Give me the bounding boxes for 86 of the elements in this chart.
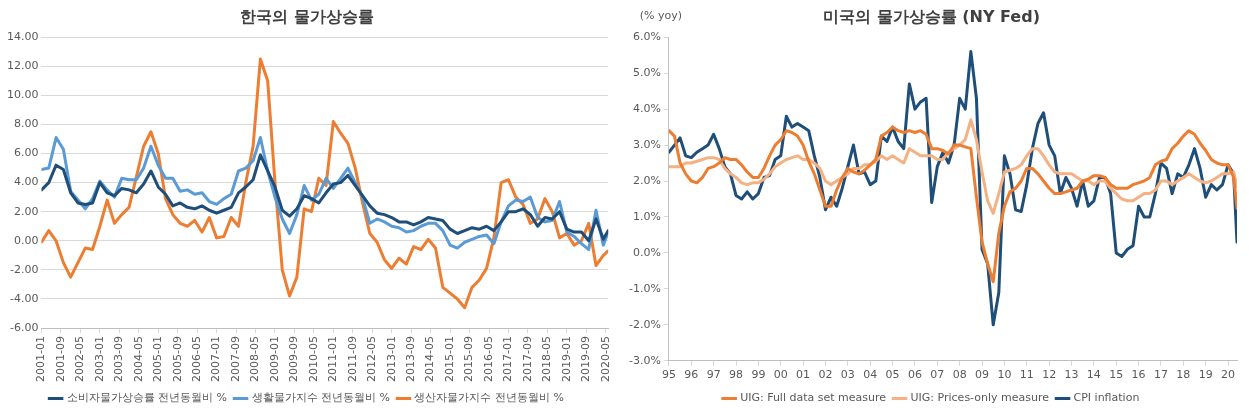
y-tick-label: 4.0% <box>632 101 661 115</box>
x-tick-label: 12 <box>1042 368 1057 382</box>
y-tick-label: 0.00 <box>13 233 39 247</box>
y-tick-label: -4.00 <box>10 291 39 305</box>
x-tick-label: 18 <box>1176 368 1191 382</box>
x-tick-label: 2009-09 <box>287 336 301 383</box>
x-tick-label: 2016-05 <box>481 336 495 383</box>
x-tick-label: 14 <box>1086 368 1101 382</box>
y-tick-label: -6.00 <box>10 320 39 334</box>
x-tick-label: 2011-01 <box>326 336 340 383</box>
y-tick-label: 6.0% <box>632 30 661 44</box>
x-tick-label: 2004-05 <box>131 336 145 383</box>
x-tick-label: 09 <box>975 368 990 382</box>
x-tick-label: 2017-01 <box>501 336 515 383</box>
x-tick-label: 13 <box>1064 368 1079 382</box>
x-tick-label: 15 <box>1109 368 1124 382</box>
x-tick-label: 2017-09 <box>520 336 534 383</box>
y-tick-label: -2.00 <box>10 262 39 276</box>
legend-label: CPI inflation <box>1073 391 1140 405</box>
x-tick-label: 11 <box>1019 368 1034 382</box>
x-tick-label: 19 <box>1198 368 1213 382</box>
x-tick-label: 2005-09 <box>170 336 184 383</box>
x-tick-label: 97 <box>706 368 721 382</box>
y-tick-label: 12.00 <box>6 59 39 73</box>
x-tick-label: 2015-01 <box>442 336 456 383</box>
chart-title: 미국의 물가상승률 (NY Fed) <box>823 6 1040 26</box>
x-tick-label: 2015-09 <box>462 336 476 383</box>
y-tick-label: 0.0% <box>632 245 661 259</box>
y-tick-label: 2.00 <box>13 204 39 218</box>
x-tick-label: 2009-01 <box>267 336 281 383</box>
x-tick-label: 06 <box>907 368 922 382</box>
y-axis-title: (% yoy) <box>639 9 683 23</box>
x-tick-label: 2019-09 <box>579 336 593 383</box>
x-tick-label: 02 <box>818 368 833 382</box>
y-tick-label: 14.00 <box>6 30 39 44</box>
legend-label: 소비자물가상승률 전년동월비 % <box>66 391 228 405</box>
x-tick-label: 03 <box>840 368 855 382</box>
legend-label: UIG: Prices-only measure <box>910 391 1050 405</box>
y-tick-label: 8.00 <box>13 117 39 131</box>
x-tick-label: 2019-01 <box>559 336 573 383</box>
y-tick-label: -3.0% <box>628 353 661 367</box>
y-tick-label: 3.0% <box>632 137 661 151</box>
x-tick-label: 16 <box>1131 368 1146 382</box>
x-tick-label: 96 <box>684 368 699 382</box>
chart-title: 한국의 물가상승률 <box>240 6 374 26</box>
x-tick-label: 2012-05 <box>365 336 379 383</box>
x-tick-label: 2007-01 <box>209 336 223 383</box>
x-tick-label: 2011-09 <box>345 336 359 383</box>
x-tick-label: 2006-05 <box>190 336 204 383</box>
x-tick-label: 17 <box>1153 368 1168 382</box>
y-tick-label: -2.0% <box>628 317 661 331</box>
x-tick-label: 2003-09 <box>112 336 126 383</box>
x-tick-label: 2010-05 <box>306 336 320 383</box>
x-tick-label: 08 <box>952 368 967 382</box>
x-tick-label: 05 <box>885 368 900 382</box>
x-tick-label: 2003-01 <box>92 336 106 383</box>
x-tick-label: 10 <box>997 368 1012 382</box>
x-tick-label: 00 <box>773 368 788 382</box>
x-tick-label: 2005-01 <box>151 336 165 383</box>
legend-label: 생활물가지수 전년동월비 % <box>251 391 390 405</box>
x-tick-label: 2002-05 <box>73 336 87 383</box>
x-tick-label: 2014-05 <box>423 336 437 383</box>
legend-label: 생산자물가지수 전년동월비 % <box>414 391 564 405</box>
x-tick-label: 2007-09 <box>228 336 242 383</box>
x-tick-label: 2001-09 <box>53 336 67 383</box>
y-tick-label: 10.00 <box>6 88 39 102</box>
y-tick-label: 2.0% <box>632 173 661 187</box>
x-tick-label: 2013-01 <box>384 336 398 383</box>
y-tick-label: 1.0% <box>632 209 661 223</box>
x-tick-label: 20 <box>1221 368 1236 382</box>
x-tick-label: 98 <box>729 368 744 382</box>
x-tick-label: 07 <box>930 368 945 382</box>
x-tick-label: 2020-05 <box>598 336 612 383</box>
y-tick-label: 5.0% <box>632 66 661 80</box>
y-tick-label: -1.0% <box>628 281 661 295</box>
x-tick-label: 2008-05 <box>248 336 262 383</box>
x-tick-label: 01 <box>796 368 811 382</box>
y-tick-label: 6.00 <box>13 146 39 160</box>
x-tick-label: 04 <box>863 368 878 382</box>
x-tick-label: 2018-05 <box>540 336 554 383</box>
legend-label: UIG: Full data set measure <box>740 391 887 405</box>
y-tick-label: 4.00 <box>13 175 39 189</box>
x-tick-label: 2001-01 <box>34 336 48 383</box>
x-tick-label: 2013-09 <box>404 336 418 383</box>
x-tick-label: 99 <box>751 368 766 382</box>
x-tick-label: 95 <box>661 368 676 382</box>
